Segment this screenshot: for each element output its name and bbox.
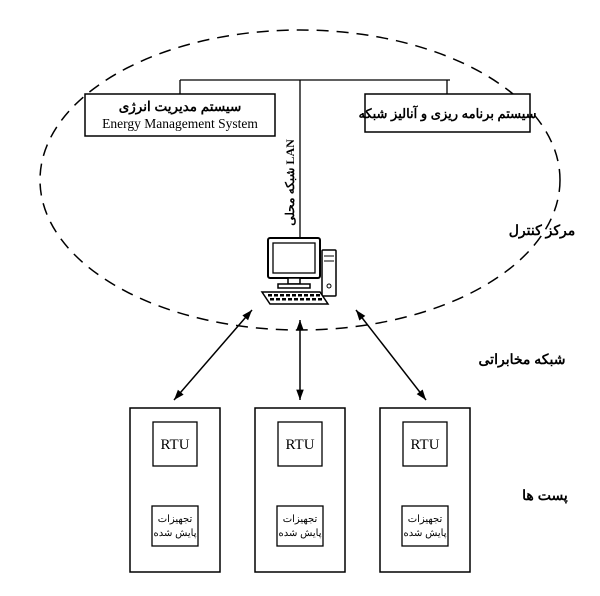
equipment-label-1: تجهیزات: [158, 514, 193, 525]
station: RTU تجهیزات پایش شده: [130, 408, 220, 572]
arrow-line: [356, 310, 426, 400]
equipment-label-2: پایش شده: [403, 528, 446, 539]
equipment-box: [277, 506, 323, 546]
arrow-head: [417, 390, 426, 400]
rtu-label: RTU: [285, 437, 314, 453]
arrow-line: [174, 310, 252, 400]
equipment-label-1: تجهیزات: [408, 514, 443, 525]
rtu-label: RTU: [410, 437, 439, 453]
ems-label-en: Energy Management System: [102, 116, 258, 131]
station: RTU تجهیزات پایش شده: [255, 408, 345, 572]
arrow-head: [296, 390, 304, 400]
arrow-head: [296, 320, 304, 330]
computer-icon: [262, 238, 336, 304]
telecom-label: شبکه مخابراتی: [479, 351, 566, 368]
equipment-label-2: پایش شده: [153, 528, 196, 539]
ems-label-fa: سیستم مدیریت انرژی: [119, 99, 242, 115]
lan-label: شبکه محلی LAN: [283, 139, 297, 226]
station: RTU تجهیزات پایش شده: [380, 408, 470, 572]
equipment-box: [402, 506, 448, 546]
control-center-label: مرکز کنترل: [509, 222, 576, 239]
planning-label: سیستم برنامه ریزی و آنالیز شبکه: [358, 105, 536, 122]
equipment-label-2: پایش شده: [278, 528, 321, 539]
equipment-box: [152, 506, 198, 546]
rtu-label: RTU: [160, 437, 189, 453]
equipment-label-1: تجهیزات: [283, 514, 318, 525]
stations-label: پست ها: [522, 487, 568, 504]
arrow-head: [356, 310, 365, 320]
